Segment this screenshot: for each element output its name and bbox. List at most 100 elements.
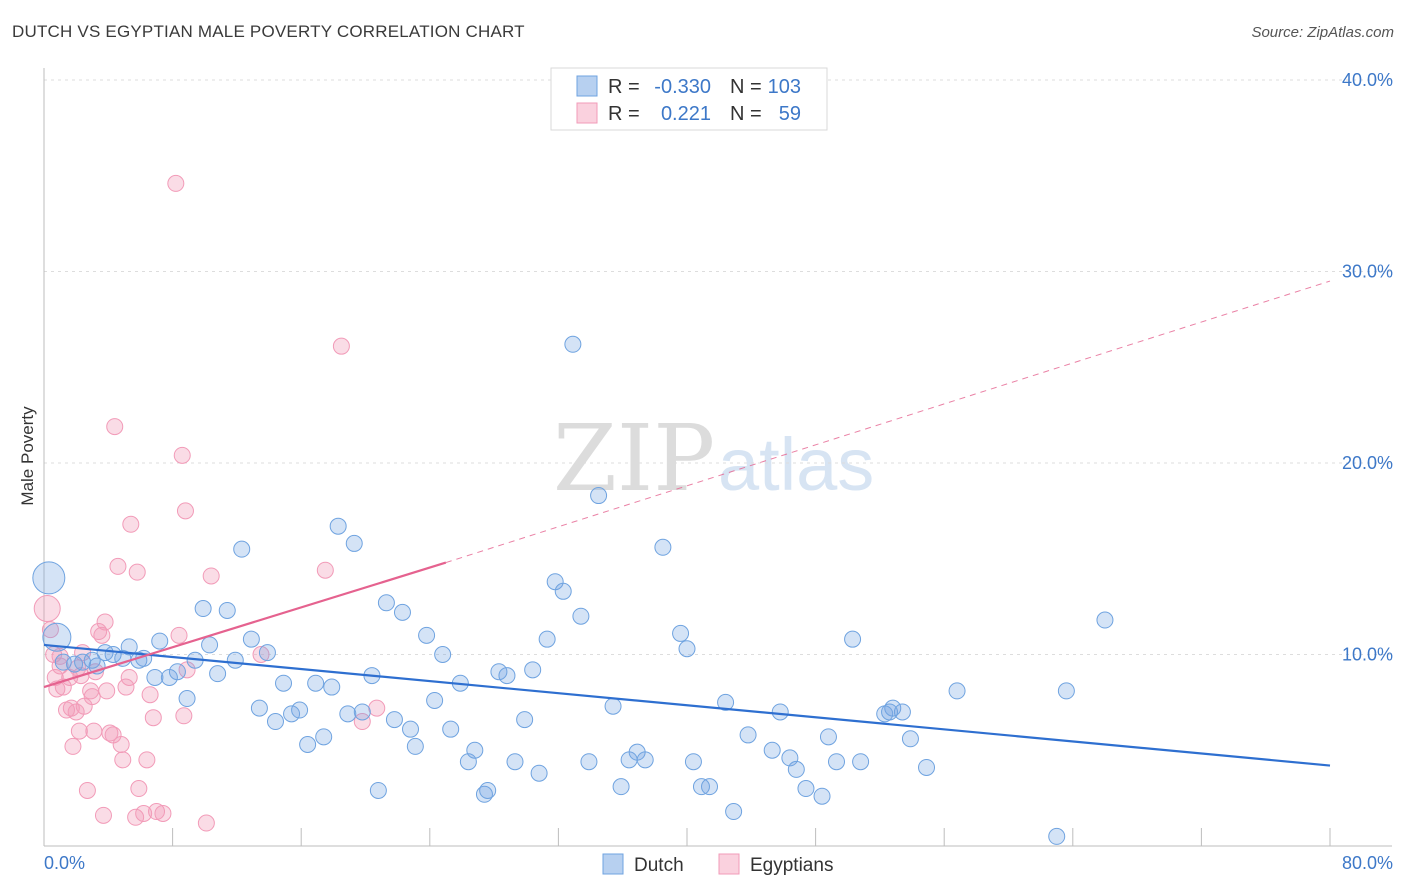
dutch-point <box>604 697 622 715</box>
egyptians-point <box>176 502 194 520</box>
dutch-point <box>339 705 357 723</box>
egyptians-point <box>148 803 166 821</box>
egyptians-r-value: 0.221 <box>661 103 711 125</box>
dutch-point <box>612 778 630 796</box>
watermark: ZIP atlas <box>553 405 874 512</box>
dutch-point <box>479 781 497 799</box>
dutch-r-value: -0.330 <box>654 76 711 98</box>
dutch-point <box>572 607 590 625</box>
dutch-point <box>242 630 260 648</box>
egyptians-point <box>106 418 124 436</box>
dutch-point <box>787 760 805 778</box>
dutch-point <box>636 751 654 769</box>
y-tick-label: 20.0% <box>1342 453 1393 473</box>
egyptians-point <box>197 814 215 832</box>
dutch-point <box>83 651 101 669</box>
dutch-point <box>797 780 815 798</box>
dutch-point <box>918 758 936 776</box>
watermark-zip: ZIP <box>553 405 715 512</box>
egyptians-legend-label: Egyptians <box>750 855 833 876</box>
dutch-point <box>218 601 236 619</box>
egyptians-point <box>135 804 153 822</box>
x-tick-label-min: 0.0% <box>44 853 85 873</box>
dutch-point <box>819 728 837 746</box>
egyptians-point <box>109 557 127 575</box>
dutch-point <box>771 703 789 721</box>
egyptians-point <box>252 646 270 663</box>
dutch-point <box>393 603 411 621</box>
dutch-point <box>418 626 436 644</box>
dutch-point <box>226 651 244 669</box>
egyptians-point <box>94 806 112 824</box>
y-axis-label: Male Poverty <box>18 406 37 506</box>
dutch-point <box>498 667 516 685</box>
dutch-point <box>168 663 186 681</box>
dutch-point <box>299 736 317 754</box>
dutch-point <box>323 678 341 696</box>
dutch-point <box>385 711 403 729</box>
dutch-point <box>151 632 169 650</box>
dutch-point <box>948 682 966 700</box>
dutch-point <box>516 711 534 729</box>
dutch-point <box>42 622 72 652</box>
egyptians-point <box>70 722 88 740</box>
dutch-point <box>426 691 444 709</box>
dutch-point <box>813 787 831 805</box>
dutch-series <box>32 335 1114 845</box>
dutch-point <box>490 663 508 681</box>
dutch-point <box>406 737 424 755</box>
dutch-point <box>329 517 347 535</box>
dutch-point <box>178 690 196 708</box>
dutch-r-label: R = <box>608 76 640 98</box>
egyptians-point <box>167 174 185 192</box>
dutch-point <box>590 487 608 505</box>
axes <box>43 68 1392 847</box>
dutch-point <box>654 538 672 556</box>
dutch-point <box>827 753 845 771</box>
egyptians-point <box>85 722 103 740</box>
egyptians-point <box>114 751 132 769</box>
egyptians-point <box>144 709 162 727</box>
dutch-point <box>307 674 325 692</box>
dutch-point <box>538 630 556 648</box>
dutch-point <box>684 753 702 771</box>
x-ticks <box>172 828 1331 846</box>
egyptians-point <box>175 707 193 725</box>
egyptians-point <box>51 647 69 665</box>
dutch-point <box>434 646 452 663</box>
trendlines <box>43 280 1331 767</box>
egyptians-point <box>170 626 188 644</box>
egyptians-point <box>33 595 61 623</box>
egyptians-point <box>64 737 82 755</box>
egyptians-point <box>117 678 135 696</box>
egyptians-point <box>138 751 156 769</box>
egyptians-bottom-swatch <box>718 853 740 875</box>
dutch-point <box>369 781 387 799</box>
dutch-point <box>739 726 757 744</box>
y-tick-labels: 10.0% 20.0% 30.0% 40.0% <box>1342 70 1393 665</box>
dutch-point <box>506 753 524 771</box>
egyptians-point <box>112 736 130 754</box>
egyptians-point <box>101 724 119 742</box>
egyptians-point <box>120 668 138 686</box>
dutch-point <box>275 674 293 692</box>
dutch-point <box>466 741 484 759</box>
dutch-point <box>530 764 548 782</box>
dutch-point <box>377 594 395 612</box>
dutch-point <box>250 699 268 717</box>
dutch-point <box>315 728 333 746</box>
dutch-point <box>881 703 899 721</box>
dutch-point <box>1096 611 1114 629</box>
dutch-point <box>402 720 420 738</box>
dutch-point <box>233 540 251 558</box>
dutch-point <box>209 665 227 683</box>
egyptians-point <box>316 561 334 579</box>
source-label: Source: ZipAtlas.com <box>1251 24 1394 41</box>
dutch-point <box>678 640 696 658</box>
dutch-point <box>283 705 301 723</box>
grid-lines <box>44 79 1392 655</box>
dutch-point <box>353 703 371 721</box>
dutch-point <box>1048 827 1066 845</box>
dutch-point <box>120 638 138 656</box>
